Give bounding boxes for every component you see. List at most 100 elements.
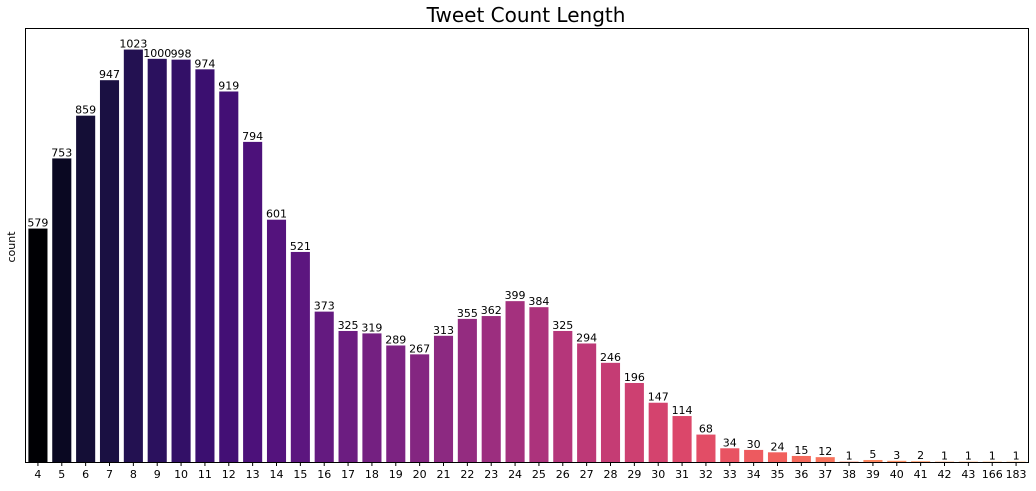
bar-13	[243, 142, 262, 462]
bars-layer	[28, 50, 1025, 462]
data-label-21: 313	[433, 324, 454, 337]
bar-19	[386, 345, 405, 462]
data-label-18: 319	[361, 321, 382, 334]
bar-4	[28, 229, 47, 462]
x-tick-label-21: 21	[437, 468, 451, 481]
x-tick-label-29: 29	[627, 468, 641, 481]
data-label-27: 294	[576, 331, 597, 344]
x-tick-label-14: 14	[270, 468, 284, 481]
bar-14	[267, 220, 286, 462]
x-tick-label-32: 32	[699, 468, 713, 481]
x-tick-label-27: 27	[580, 468, 594, 481]
bar-28	[601, 363, 620, 462]
x-tick-label-13: 13	[246, 468, 260, 481]
data-label-16: 373	[314, 300, 335, 313]
bar-11	[195, 69, 214, 462]
bar-25	[529, 307, 548, 462]
bar-12	[219, 91, 238, 462]
x-tick-label-8: 8	[130, 468, 137, 481]
data-label-30: 147	[648, 391, 669, 404]
data-label-5: 753	[51, 146, 72, 159]
data-label-10: 998	[171, 48, 192, 61]
data-label-41: 2	[917, 449, 924, 462]
bar-26	[553, 331, 572, 462]
bar-16	[315, 312, 334, 462]
bar-29	[625, 383, 644, 462]
x-tick-label-9: 9	[154, 468, 161, 481]
x-tick-label-43: 43	[961, 468, 975, 481]
data-label-6: 859	[75, 104, 96, 117]
data-label-183: 1	[1013, 450, 1020, 463]
data-label-39: 5	[869, 448, 876, 461]
chart-title: Tweet Count Length	[426, 3, 626, 27]
bar-30	[649, 403, 668, 462]
bar-27	[577, 343, 596, 462]
x-tick-label-15: 15	[293, 468, 307, 481]
data-label-15: 521	[290, 240, 311, 253]
x-tick-label-37: 37	[818, 468, 832, 481]
data-label-9: 1000	[143, 47, 171, 60]
bar-15	[291, 252, 310, 462]
data-label-24: 399	[505, 289, 526, 302]
bar-21	[434, 336, 453, 462]
x-tick-label-20: 20	[413, 468, 427, 481]
x-tick-label-23: 23	[484, 468, 498, 481]
x-tick-label-11: 11	[198, 468, 212, 481]
bar-20	[410, 354, 429, 462]
x-tick-label-4: 4	[34, 468, 41, 481]
bar-10	[172, 60, 191, 462]
data-label-29: 196	[624, 371, 645, 384]
data-label-35: 24	[771, 440, 785, 453]
data-label-14: 601	[266, 208, 287, 221]
data-label-31: 114	[672, 404, 693, 417]
x-tick-label-6: 6	[82, 468, 89, 481]
data-label-17: 325	[338, 319, 359, 332]
data-label-19: 289	[385, 333, 406, 346]
x-tick-label-41: 41	[914, 468, 928, 481]
data-label-40: 3	[893, 449, 900, 462]
x-tick-label-26: 26	[556, 468, 570, 481]
data-label-22: 355	[457, 307, 478, 320]
data-label-13: 794	[242, 130, 263, 143]
x-tick-label-17: 17	[341, 468, 355, 481]
data-label-166: 1	[989, 450, 996, 463]
x-tick-label-7: 7	[106, 468, 113, 481]
bar-33	[720, 448, 739, 462]
data-label-32: 68	[699, 423, 713, 436]
x-tick-label-39: 39	[866, 468, 880, 481]
x-tick-label-42: 42	[938, 468, 952, 481]
data-label-43: 1	[965, 450, 972, 463]
x-tick-label-28: 28	[604, 468, 618, 481]
x-tick-label-30: 30	[651, 468, 665, 481]
data-label-23: 362	[481, 304, 502, 317]
x-tick-label-31: 31	[675, 468, 689, 481]
x-tick-label-34: 34	[747, 468, 761, 481]
data-label-33: 34	[723, 436, 737, 449]
x-tick-label-19: 19	[389, 468, 403, 481]
x-tick-label-35: 35	[771, 468, 785, 481]
data-label-38: 1	[846, 450, 853, 463]
x-tick-label-36: 36	[794, 468, 808, 481]
data-label-36: 15	[794, 444, 808, 457]
data-label-37: 12	[818, 445, 832, 458]
data-label-26: 325	[552, 319, 573, 332]
x-tick-label-22: 22	[460, 468, 474, 481]
data-label-34: 30	[747, 438, 761, 451]
bar-32	[696, 435, 715, 462]
x-tick-label-16: 16	[317, 468, 331, 481]
y-axis-label: count	[5, 231, 18, 263]
x-tick-label-18: 18	[365, 468, 379, 481]
data-label-25: 384	[528, 295, 549, 308]
x-tick-label-183: 183	[1006, 468, 1027, 481]
bar-18	[362, 333, 381, 462]
bar-7	[100, 80, 119, 462]
bar-9	[148, 59, 167, 462]
x-tick-label-10: 10	[174, 468, 188, 481]
data-label-12: 919	[218, 79, 239, 92]
bar-22	[458, 319, 477, 462]
bar-31	[673, 416, 692, 462]
bar-34	[744, 450, 763, 462]
data-label-4: 579	[27, 217, 48, 230]
